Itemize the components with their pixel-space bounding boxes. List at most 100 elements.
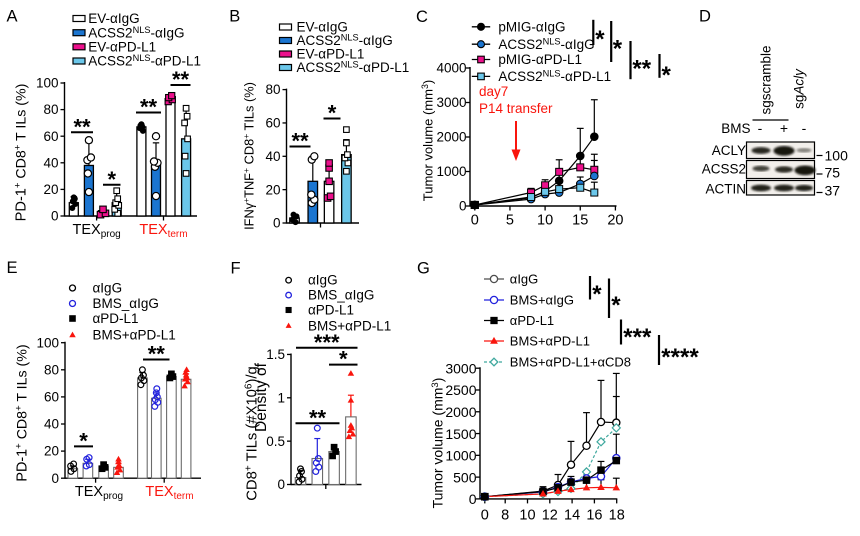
svg-text:sgAcly: sgAcly bbox=[792, 68, 807, 109]
svg-text:EV-αPD-L1: EV-αPD-L1 bbox=[88, 40, 156, 55]
svg-text:0.5: 0.5 bbox=[266, 434, 285, 449]
svg-text:ACSS2NLS-αPD-L1: ACSS2NLS-αPD-L1 bbox=[88, 53, 201, 69]
svg-text:Density of: Density of bbox=[253, 362, 270, 432]
svg-text:B: B bbox=[229, 8, 240, 26]
svg-text:37: 37 bbox=[825, 183, 841, 199]
svg-text:40: 40 bbox=[43, 155, 58, 170]
svg-text:BMS+αPD-L1: BMS+αPD-L1 bbox=[510, 334, 590, 349]
svg-text:G: G bbox=[417, 259, 430, 277]
svg-text:αPD-L1: αPD-L1 bbox=[308, 303, 354, 318]
svg-text:-: - bbox=[802, 120, 807, 136]
svg-text:5: 5 bbox=[506, 212, 514, 228]
svg-text:C: C bbox=[416, 8, 428, 26]
svg-text:BMS_αIgG: BMS_αIgG bbox=[93, 296, 159, 311]
svg-text:4000: 4000 bbox=[436, 61, 466, 76]
svg-text:3000: 3000 bbox=[436, 95, 466, 110]
svg-text:100: 100 bbox=[36, 335, 59, 350]
svg-text:100: 100 bbox=[825, 147, 849, 163]
svg-text:pMIG-αIgG: pMIG-αIgG bbox=[498, 20, 565, 35]
svg-text:***: *** bbox=[314, 330, 340, 355]
svg-text:15: 15 bbox=[572, 212, 588, 228]
svg-text:60: 60 bbox=[43, 129, 58, 144]
svg-text:A: A bbox=[7, 8, 18, 26]
svg-text:12: 12 bbox=[542, 507, 558, 523]
svg-text:1: 1 bbox=[277, 390, 285, 405]
svg-text:ACSS2: ACSS2 bbox=[702, 162, 746, 177]
svg-text:ACLY: ACLY bbox=[712, 143, 746, 158]
svg-text:*: * bbox=[328, 101, 337, 126]
svg-text:0: 0 bbox=[277, 477, 285, 492]
svg-text:10: 10 bbox=[537, 212, 553, 228]
svg-text:40: 40 bbox=[44, 417, 59, 432]
svg-text:0: 0 bbox=[273, 216, 281, 231]
svg-text:10: 10 bbox=[519, 507, 535, 523]
svg-text:+: + bbox=[780, 120, 788, 136]
svg-text:BMS+αPD-L1: BMS+αPD-L1 bbox=[93, 328, 176, 343]
svg-text:ACSS2NLS-αIgG: ACSS2NLS-αIgG bbox=[498, 36, 594, 52]
svg-text:40: 40 bbox=[265, 149, 280, 164]
svg-text:*: * bbox=[79, 428, 88, 453]
svg-text:**: ** bbox=[291, 129, 309, 154]
svg-text:BMS+αIgG: BMS+αIgG bbox=[510, 293, 574, 308]
svg-text:*: * bbox=[613, 35, 623, 62]
svg-text:pMIG-αPD-L1: pMIG-αPD-L1 bbox=[498, 52, 582, 67]
svg-text:**: ** bbox=[309, 405, 327, 430]
svg-text:80: 80 bbox=[265, 82, 280, 97]
svg-text:BMS_αIgG: BMS_αIgG bbox=[308, 288, 374, 303]
svg-text:*: * bbox=[592, 281, 602, 308]
svg-text:EV-αIgG: EV-αIgG bbox=[88, 11, 139, 26]
svg-text:80: 80 bbox=[43, 102, 58, 117]
svg-text:sgscramble: sgscramble bbox=[759, 45, 774, 114]
svg-text:20: 20 bbox=[44, 444, 59, 459]
svg-text:BMS+αPD-L1+αCD8: BMS+αPD-L1+αCD8 bbox=[510, 355, 631, 370]
svg-text:αIgG: αIgG bbox=[510, 272, 538, 287]
svg-text:PD-1+ CD8+ T ILs (%): PD-1+ CD8+ T ILs (%) bbox=[14, 344, 31, 481]
svg-text:***: *** bbox=[623, 324, 652, 351]
svg-text:2000: 2000 bbox=[436, 130, 466, 145]
svg-text:CD8+ TILs (#X106)/g: CD8+ TILs (#X106)/g bbox=[244, 366, 261, 501]
svg-text:**: ** bbox=[172, 67, 190, 92]
svg-text:*: * bbox=[339, 347, 348, 372]
svg-text:14: 14 bbox=[564, 507, 580, 523]
svg-text:**: ** bbox=[73, 114, 91, 139]
svg-text:1000: 1000 bbox=[445, 448, 476, 464]
svg-text:αIgG: αIgG bbox=[308, 273, 338, 288]
svg-text:EV-αIgG: EV-αIgG bbox=[297, 20, 348, 35]
svg-text:P14 transfer: P14 transfer bbox=[479, 101, 553, 116]
svg-text:80: 80 bbox=[44, 362, 59, 377]
svg-text:Tumor volume (mm3): Tumor volume (mm3) bbox=[430, 378, 446, 509]
svg-text:1.5: 1.5 bbox=[266, 347, 285, 362]
svg-text:BMS+αPD-L1: BMS+αPD-L1 bbox=[308, 318, 391, 333]
svg-text:1000: 1000 bbox=[436, 164, 466, 179]
svg-text:1500: 1500 bbox=[445, 426, 476, 442]
svg-text:αIgG: αIgG bbox=[93, 281, 123, 296]
svg-text:PD-1+ CD8+ T ILs (%): PD-1+ CD8+ T ILs (%) bbox=[13, 84, 30, 222]
svg-text:0: 0 bbox=[459, 199, 467, 214]
svg-text:****: **** bbox=[661, 344, 699, 371]
svg-text:75: 75 bbox=[825, 165, 841, 181]
svg-text:20: 20 bbox=[265, 182, 280, 197]
svg-text:*: * bbox=[662, 62, 672, 89]
svg-text:ACSS2NLS-αIgG: ACSS2NLS-αIgG bbox=[297, 33, 393, 49]
svg-text:20: 20 bbox=[43, 182, 58, 197]
svg-text:**: ** bbox=[140, 95, 158, 120]
svg-text:0: 0 bbox=[471, 212, 479, 228]
svg-text:2500: 2500 bbox=[445, 382, 476, 398]
svg-text:ACSS2NLS-αPD-L1: ACSS2NLS-αPD-L1 bbox=[297, 60, 410, 76]
svg-text:100: 100 bbox=[36, 76, 59, 91]
svg-text:20: 20 bbox=[607, 212, 623, 228]
svg-text:18: 18 bbox=[609, 507, 625, 523]
svg-text:2000: 2000 bbox=[445, 404, 476, 420]
svg-text:0: 0 bbox=[51, 471, 59, 486]
svg-text:*: * bbox=[611, 292, 621, 319]
svg-text:**: ** bbox=[632, 55, 651, 82]
svg-text:0: 0 bbox=[469, 491, 477, 507]
svg-text:3000: 3000 bbox=[445, 360, 476, 376]
svg-text:**: ** bbox=[148, 342, 166, 367]
svg-text:0: 0 bbox=[51, 209, 59, 224]
svg-text:EV-αPD-L1: EV-αPD-L1 bbox=[297, 47, 365, 62]
svg-text:-: - bbox=[758, 120, 763, 136]
svg-text:D: D bbox=[699, 8, 711, 26]
svg-text:ACSS2NLS-αPD-L1: ACSS2NLS-αPD-L1 bbox=[498, 69, 611, 85]
svg-text:*: * bbox=[107, 167, 116, 192]
